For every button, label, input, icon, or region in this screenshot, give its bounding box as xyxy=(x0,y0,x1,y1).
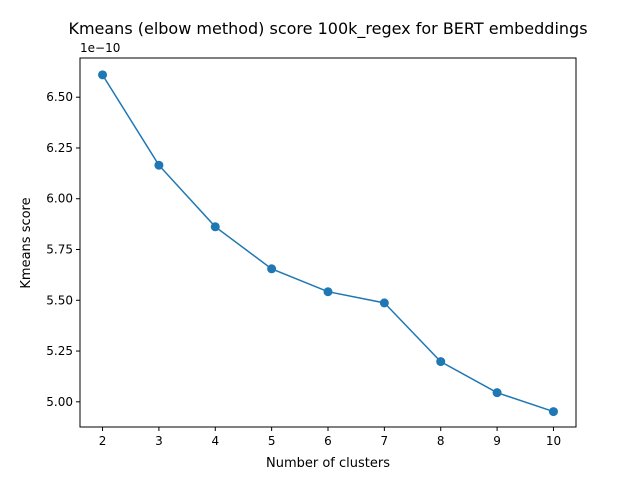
axes-frame xyxy=(79,57,577,428)
x-tick-label: 8 xyxy=(437,434,445,448)
chart-title: Kmeans (elbow method) score 100k_regex f… xyxy=(68,19,587,39)
x-axis-label: Number of clusters xyxy=(266,456,390,471)
y-tick-label: 5.00 xyxy=(46,395,73,409)
plot-area: 2 3 4 5 6 7 8 9 10 5.00 5.25 5.50 5.75 6.00 6.25 6.50 xyxy=(46,57,577,448)
x-axis-ticks: 2 3 4 5 6 7 8 9 10 xyxy=(99,427,561,448)
data-point xyxy=(548,407,558,417)
x-tick-label: 10 xyxy=(546,434,561,448)
x-tick-label: 9 xyxy=(493,434,501,448)
x-tick-label: 2 xyxy=(99,434,107,448)
x-tick-label: 3 xyxy=(155,434,163,448)
data-point xyxy=(98,70,108,80)
data-point xyxy=(323,287,333,297)
y-tick-label: 5.25 xyxy=(46,344,73,358)
y-tick-label: 5.75 xyxy=(46,243,73,257)
y-tick-label: 6.00 xyxy=(46,192,73,206)
y-axis-label: Kmeans score xyxy=(19,197,34,288)
data-point xyxy=(492,388,502,398)
data-point xyxy=(267,264,277,274)
x-tick-label: 7 xyxy=(381,434,389,448)
y-tick-label: 6.25 xyxy=(46,141,73,155)
series-points xyxy=(98,70,558,417)
y-axis-ticks: 5.00 5.25 5.50 5.75 6.00 6.25 6.50 xyxy=(46,90,80,409)
x-tick-label: 4 xyxy=(211,434,219,448)
data-point xyxy=(210,222,220,232)
x-tick-label: 5 xyxy=(268,434,276,448)
series-line xyxy=(101,74,554,413)
y-offset-label: 1e−10 xyxy=(80,41,120,55)
data-point xyxy=(436,357,446,367)
y-tick-label: 5.50 xyxy=(46,293,73,307)
y-tick-label: 6.50 xyxy=(46,90,73,104)
data-point xyxy=(379,298,389,308)
data-point xyxy=(154,160,164,170)
x-tick-label: 6 xyxy=(324,434,332,448)
